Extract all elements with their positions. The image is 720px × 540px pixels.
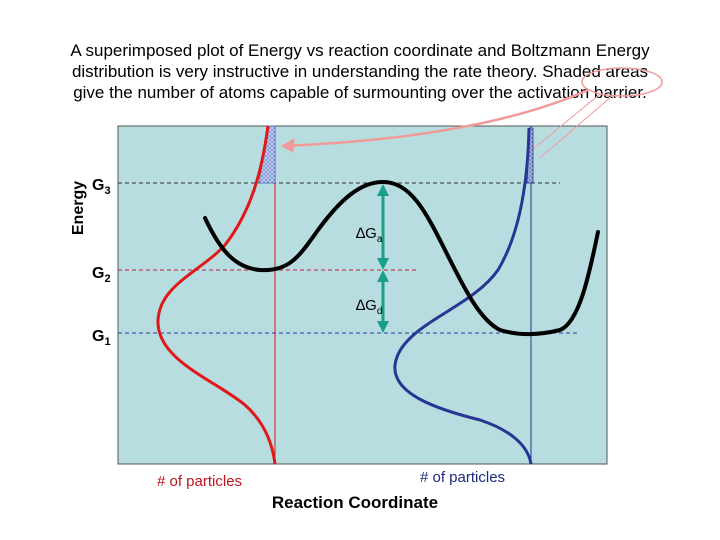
g2-label-sub: 2: [104, 273, 110, 285]
caption-line-3: give the number of atoms capable of surm…: [73, 83, 647, 102]
callout-line-right-2: [539, 95, 613, 159]
x-axis-label: Reaction Coordinate: [272, 493, 438, 512]
g2-label-base: G: [92, 265, 104, 282]
g3-label: G3: [92, 177, 111, 197]
g2-label: G2: [92, 265, 111, 285]
g3-label-base: G: [92, 177, 104, 194]
delta-gd-label-base: ∆G: [356, 297, 377, 314]
delta-ga-label-sub: a: [377, 234, 383, 245]
g1-label-sub: 1: [104, 336, 110, 348]
callout-pointers: [280, 67, 663, 159]
callout-arrow-left: [281, 88, 589, 148]
callout-arrowhead-left: [280, 138, 295, 153]
caption-line-2: distribution is very instructive in unde…: [71, 62, 649, 81]
caption-line-1: A superimposed plot of Energy vs reactio…: [70, 41, 650, 60]
plot-panel: [117, 125, 608, 465]
left-boltzmann-distribution: [156, 125, 277, 465]
g3-label-sub: 3: [104, 185, 110, 197]
callout-bubble: [581, 67, 663, 97]
delta-ga-label: ∆Ga: [356, 225, 383, 245]
left-particles-label: # of particles: [157, 473, 242, 490]
y-axis-label: Energy: [70, 181, 87, 235]
energy-curve: [203, 179, 600, 337]
delta-gd-label-sub: d: [377, 306, 383, 317]
right-boltzmann-distribution: [393, 127, 533, 465]
right-particles-label: # of particles: [420, 469, 505, 486]
caption: A superimposed plot of Energy vs reactio…: [0, 40, 720, 103]
delta-gd-label: ∆Gd: [356, 297, 382, 317]
delta-ga-label-base: ∆G: [356, 225, 377, 242]
g1-label: G1: [92, 328, 111, 348]
callout-line-right-1: [531, 93, 601, 151]
g1-label-base: G: [92, 328, 104, 345]
